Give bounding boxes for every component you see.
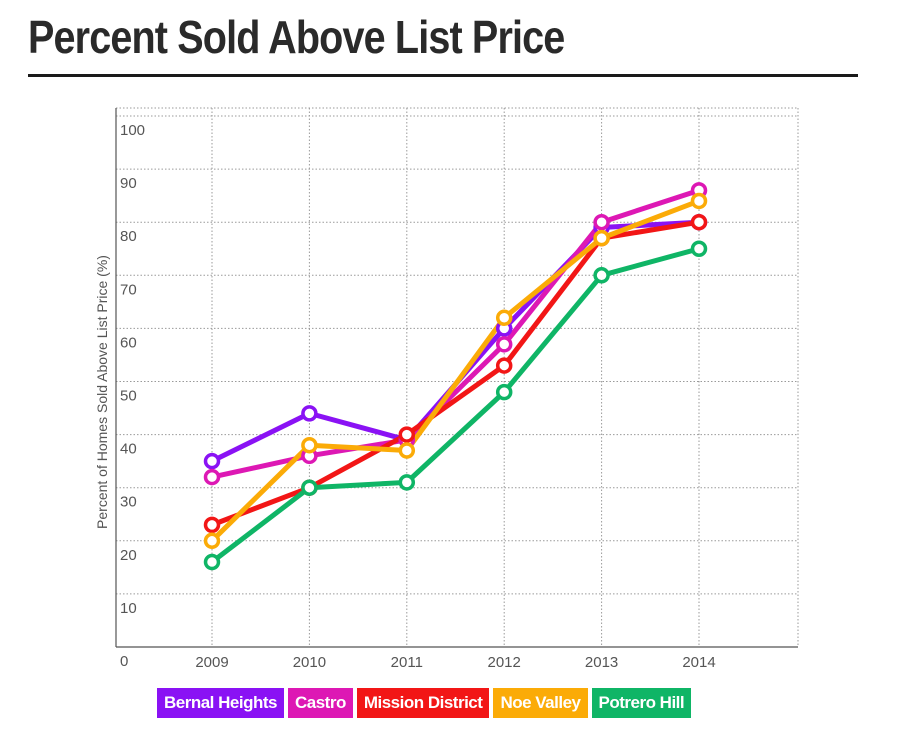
- x-tick-labels: 2009 2010 2011 2012 2013 2014: [195, 654, 715, 671]
- y-tick-label: 0: [120, 653, 128, 670]
- legend-item-castro[interactable]: Castro: [287, 688, 353, 718]
- y-tick-label: 90: [120, 175, 137, 192]
- data-point-bernal-heights: [203, 452, 221, 470]
- data-point-potrero-hill: [301, 479, 318, 496]
- data-point-noe-valley: [495, 309, 513, 327]
- y-tick-label: 100: [120, 122, 145, 139]
- chart-legend: Bernal Heights Castro Mission District Noe …: [157, 688, 692, 718]
- y-tick-label: 50: [120, 388, 137, 405]
- legend-item-potrero-hill[interactable]: Potrero Hill: [591, 688, 692, 718]
- series-lines: [209, 187, 702, 565]
- legend-item-noe-valley[interactable]: Noe Valley: [493, 688, 588, 718]
- y-tick-label: 30: [120, 494, 137, 511]
- data-point-castro: [593, 213, 610, 231]
- series-points: [203, 182, 708, 571]
- y-tick-label: 40: [120, 441, 137, 458]
- data-point-mission-district: [495, 357, 513, 374]
- data-point-potrero-hill: [495, 383, 513, 401]
- legend-item-mission-district[interactable]: Mission District: [356, 688, 490, 718]
- series-line-bernal-heights: [209, 219, 702, 464]
- series-line-potrero-hill: [209, 246, 702, 565]
- series-line-noe-valley: [209, 198, 702, 544]
- y-tick-labels: 0 10 20 30 40 50 60 70 80 90 100: [120, 122, 145, 670]
- x-tick-label: 2012: [488, 654, 521, 671]
- data-point-potrero-hill: [203, 553, 221, 571]
- x-tick-label: 2014: [682, 654, 715, 671]
- title-divider: [28, 74, 858, 77]
- data-point-noe-valley: [690, 192, 708, 210]
- y-tick-label: 60: [120, 334, 137, 351]
- x-tick-label: 2011: [391, 654, 423, 671]
- data-point-mission-district: [398, 426, 416, 443]
- x-tick-label: 2009: [195, 654, 228, 671]
- data-point-mission-district: [203, 516, 221, 534]
- y-tick-label: 10: [120, 600, 137, 617]
- y-tick-label: 70: [120, 281, 137, 298]
- x-tick-label: 2013: [585, 654, 618, 671]
- data-point-noe-valley: [593, 229, 610, 247]
- y-tick-label: 80: [120, 228, 137, 245]
- legend-item-bernal-heights[interactable]: Bernal Heights: [157, 688, 284, 718]
- y-tick-label: 20: [120, 547, 137, 564]
- data-point-potrero-hill: [593, 267, 610, 284]
- y-axis-title: Percent of Homes Sold Above List Price (…: [94, 255, 110, 529]
- data-point-bernal-heights: [301, 405, 318, 422]
- data-point-castro: [495, 336, 513, 353]
- data-point-noe-valley: [301, 436, 318, 454]
- data-point-potrero-hill: [398, 474, 416, 491]
- x-tick-label: 2010: [293, 654, 326, 671]
- data-point-noe-valley: [203, 532, 221, 550]
- data-point-potrero-hill: [690, 240, 708, 257]
- data-point-noe-valley: [398, 442, 416, 459]
- chart-axes: [115, 108, 798, 648]
- page-title: Percent Sold Above List Price: [28, 11, 565, 63]
- series-line-mission-district: [209, 219, 702, 528]
- data-point-castro: [203, 468, 221, 486]
- data-point-mission-district: [690, 213, 708, 231]
